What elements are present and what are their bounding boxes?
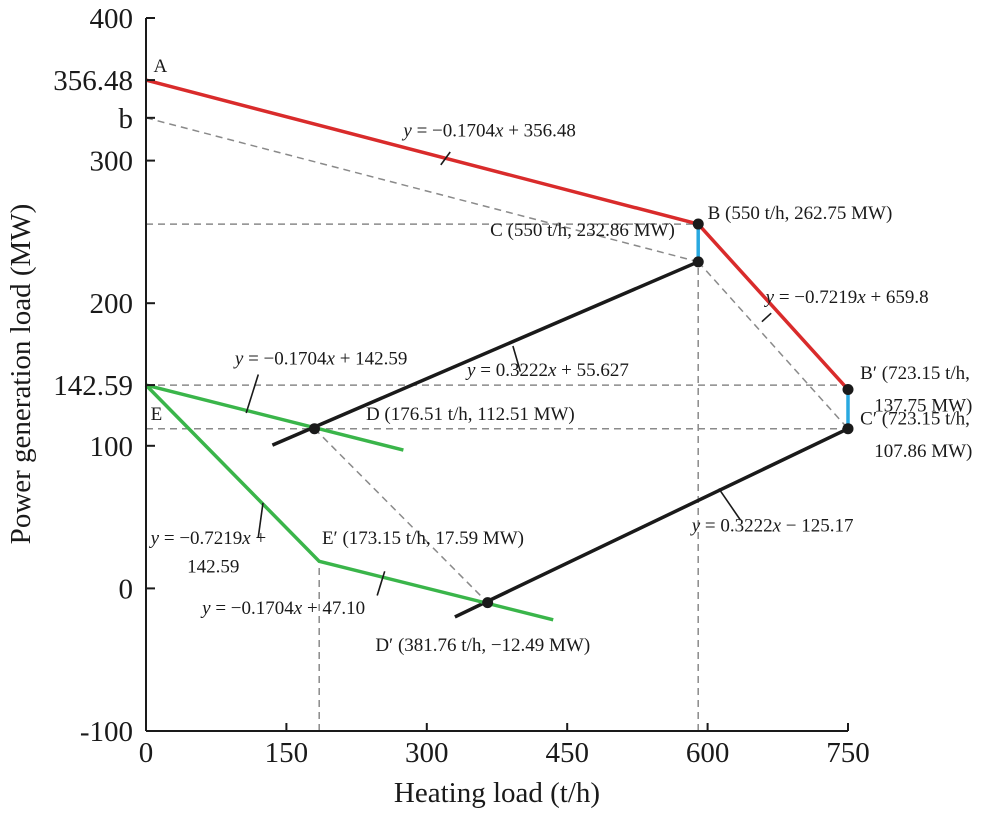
y-tick-label: 300 (90, 146, 134, 178)
point-label: E′ (173.15 t/h, 17.59 MW) (322, 528, 524, 549)
equation-leader-line (245, 374, 260, 414)
equation-leader-line (761, 312, 772, 323)
key-point-marker (842, 423, 854, 435)
equation-leader-line (257, 502, 264, 538)
y-axis-label: Power generation load (MW) (5, 204, 37, 545)
y-tick-label: 100 (90, 431, 134, 463)
key-point-marker (692, 256, 704, 268)
x-tick-label: 150 (265, 737, 309, 769)
point-label: 142.59 (187, 557, 239, 578)
equation-label: y = −0.7219x + 659.8 (764, 287, 929, 308)
y-tick-label: 0 (119, 573, 134, 605)
point-label: E (151, 404, 163, 425)
dashed-guides (145, 117, 849, 731)
key-point-marker (842, 383, 854, 395)
y-tick-label: 400 (90, 3, 134, 35)
x-axis-label: Heating load (t/h) (394, 777, 600, 809)
point-label: 107.86 MW) (874, 441, 972, 462)
x-tick-label: 0 (139, 737, 154, 769)
series-line-green (145, 383, 404, 452)
axes (145, 18, 848, 732)
y-tick-label: -100 (80, 716, 133, 748)
point-label: 137.75 MW) (874, 396, 972, 417)
equation-leader-line (440, 151, 451, 166)
equation-leaders (245, 151, 772, 596)
series-line-black (454, 427, 849, 619)
x-tick-label: 450 (545, 737, 589, 769)
point-label: A (153, 56, 167, 77)
x-tick-label: 600 (686, 737, 730, 769)
equation-label: y = −0.1704x + 142.59 (233, 349, 408, 370)
x-ticks: 0 150 300 450 600 750 (139, 723, 870, 769)
point-label: D (176.51 t/h, 112.51 MW) (366, 404, 575, 425)
y-tick-label: 200 (90, 288, 134, 320)
x-tick-label: 300 (405, 737, 449, 769)
dashed-guide-line (697, 261, 849, 430)
y-tick-label: 142.59 (53, 370, 133, 402)
equation-label: y = −0.1704x + 47.10 (200, 598, 365, 619)
series-line-green (144, 383, 554, 622)
y-tick-label: b (119, 103, 134, 135)
key-point-marker (308, 423, 320, 435)
equation-label: y = −0.1704x + 356.48 (401, 120, 576, 141)
point-label: B′ (723.15 t/h, (860, 363, 970, 384)
equation-label: y = 0.3222x + 55.627 (465, 360, 629, 381)
point-label: C′ (723.15 t/h, (860, 408, 970, 429)
equation-leader-line (512, 345, 522, 372)
dashed-guide-line (313, 428, 489, 604)
equation-label: y = −0.7219x + (149, 528, 267, 549)
key-point-marker (692, 218, 704, 230)
equation-label: y = 0.3222x − 125.17 (690, 515, 854, 536)
point-label: C (550 t/h, 232.86 MW) (490, 220, 675, 241)
point-label: B (550 t/h, 262.75 MW) (708, 203, 893, 224)
annotations: A E B (550 t/h, 262.75 MW) C (550 t/h, 232.… (149, 56, 973, 656)
point-label: D′ (381.76 t/h, −12.49 MW) (375, 635, 590, 656)
equation-leader-line (376, 571, 386, 596)
key-points (308, 218, 854, 609)
y-ticks: 400 356.48 b 300 200 142.59 100 0 -100 (53, 3, 155, 748)
equation-leader-line (718, 488, 742, 521)
series-line-black (271, 260, 699, 447)
key-point-marker (482, 597, 494, 609)
x-tick-label: 750 (826, 737, 870, 769)
y-tick-label: 356.48 (53, 65, 133, 97)
